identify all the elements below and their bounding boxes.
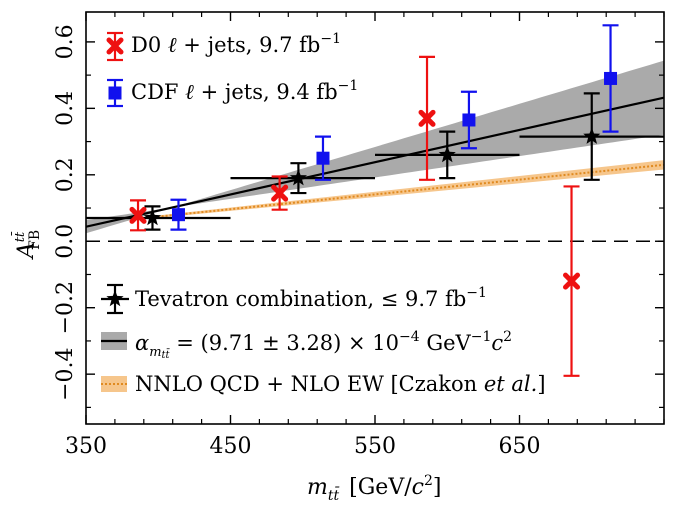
x-axis-title: mtt̄ [GeV/c2]	[307, 473, 441, 504]
legend-nnlo-label: NNLO QCD + NLO EW [Czakon et al.]	[135, 372, 546, 396]
fit-line	[86, 96, 664, 228]
cdf-point	[604, 71, 618, 85]
fit-band-layer	[86, 60, 664, 234]
x-tick-label: 350	[65, 434, 107, 459]
tevatron-point	[583, 127, 601, 144]
legend-d0-label: D0 ℓ + jets, 9.7 fb−1	[131, 31, 341, 57]
tevatron-point	[438, 145, 456, 163]
cdf-point	[316, 151, 330, 165]
d0-point-stroke	[129, 206, 147, 224]
y-tick-label: 0.2	[53, 157, 78, 192]
legend-tevatron-symbol	[106, 290, 124, 307]
y-tick-label: 0.0	[53, 224, 78, 259]
x-tick-label: 650	[499, 434, 541, 459]
legend-d0-symbol-stroke	[106, 37, 124, 55]
y-tick-label: 0.4	[53, 91, 78, 126]
legend-d0-marker	[106, 31, 124, 62]
x-tick-label: 450	[210, 434, 252, 459]
legend-bottom: Tevatron combination, ≤ 9.7 fb−1 αmtt̄ =…	[101, 283, 546, 396]
legend-top: D0 ℓ + jets, 9.7 fb−1 CDF ℓ + jets, 9.4 …	[106, 31, 358, 108]
legend-fit-label: αmtt̄ = (9.71 ± 3.28) × 10−4 GeV−1c2	[135, 329, 512, 361]
legend-cdf-marker	[107, 78, 123, 108]
tick-layer: 350 450 550 650 −0.4 −0.2 0.0 0.2 0.4 0.6	[53, 12, 665, 459]
d0-point-stroke	[563, 272, 581, 290]
y-tick-label: −0.2	[53, 281, 78, 334]
legend-tevatron-marker	[101, 283, 129, 315]
tevatron-point	[143, 209, 161, 226]
legend-tevatron-label: Tevatron combination, ≤ 9.7 fb−1	[135, 285, 487, 311]
cdf-point	[171, 208, 185, 222]
y-axis-title: Att̄FB	[11, 230, 43, 260]
legend-cdf-label: CDF ℓ + jets, 9.4 fb−1	[131, 78, 358, 104]
fit-band	[86, 60, 664, 234]
tevatron-point	[289, 169, 307, 186]
cdf-point	[462, 113, 476, 127]
y-tick-label: −0.4	[53, 347, 78, 400]
legend-cdf-symbol	[108, 86, 122, 100]
marker-layer	[86, 24, 664, 377]
y-tick-label: 0.6	[53, 24, 78, 59]
d0-point-stroke	[271, 184, 289, 202]
x-tick-label: 550	[354, 434, 396, 459]
d0-point-stroke	[418, 109, 436, 127]
